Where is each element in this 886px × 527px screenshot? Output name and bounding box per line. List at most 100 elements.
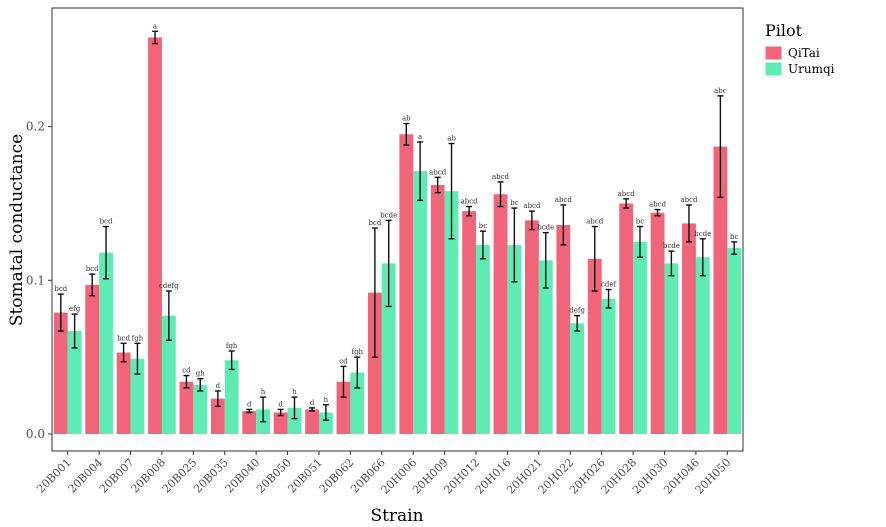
significance-label-urumqi-20h030: bcde [663,242,680,250]
bar-urumqi-20h028 [633,241,647,435]
y-axis-title: Stomatal conductance [7,134,27,326]
bar-qitai-20h021 [525,220,539,434]
significance-label-urumqi-20h016: bc [510,199,518,207]
errorbar-qitai-20b007 [120,342,127,363]
bar-urumqi-20h016 [507,244,522,434]
legend-title: Pilot [765,21,803,40]
errorbar-urumqi-20b051 [322,404,329,421]
significance-label-urumqi-20b051: h [324,396,329,404]
errorbar-urumqi-20h046 [699,238,706,277]
errorbar-qitai-20h016 [497,181,504,208]
significance-label-qitai-20b025: cd [182,367,191,375]
errorbar-urumqi-20b007 [134,342,141,375]
errorbar-urumqi-20h050 [731,241,738,255]
errorbar-urumqi-20h028 [636,225,643,258]
errorbar-urumqi-20h012 [479,230,486,260]
errorbar-qitai-20h026 [591,225,598,292]
bar-urumqi-20h026 [601,298,616,434]
significance-label-qitai-20h012: abcd [461,198,479,206]
errorbar-qitai-20b035 [214,390,221,408]
bar-qitai-20b062 [336,381,351,434]
legend-label-qitai: QiTai [788,46,820,60]
significance-label-urumqi-20h028: bc [636,218,644,226]
errorbar-urumqi-20b025 [197,377,204,392]
significance-label-urumqi-20h046: bcde [694,230,711,238]
errorbar-urumqi-20b050 [291,396,298,420]
errorbar-urumqi-20h026 [605,288,612,309]
errorbar-qitai-20b050 [277,408,284,417]
significance-label-urumqi-20h006: a [418,133,422,141]
significance-label-qitai-20b035: d [216,382,221,390]
significance-label-qitai-20h016: abcd [492,173,510,181]
bar-qitai-20h050 [713,146,728,434]
errorbar-urumqi-20h030 [668,250,675,277]
significance-label-qitai-20b062: cd [339,357,348,365]
errorbar-qitai-20b001 [57,293,64,332]
significance-label-urumqi-20b004: bcd [100,218,113,226]
y-tick-label: 0.1 [26,273,45,287]
bar-urumqi-20b066 [381,263,396,434]
bar-qitai-20h012 [462,211,477,434]
significance-label-qitai-20h022: abcd [555,196,573,204]
bar-urumqi-20h021 [538,260,553,434]
bar-urumqi-20b008 [161,315,176,434]
significance-label-urumqi-20h009: ab [447,135,456,143]
bar-urumqi-20h012 [476,244,490,434]
significance-label-qitai-20b008: a [153,22,157,30]
bar-qitai-20h026 [587,258,602,434]
errorbar-urumqi-20b035 [228,350,235,371]
significance-label-urumqi-20h012: bc [479,222,487,230]
errorbar-urumqi-20b062 [354,356,361,389]
errorbar-qitai-20b025 [183,374,190,389]
bar-qitai-20b035 [210,398,225,434]
significance-label-urumqi-20b050: h [292,388,297,396]
bar-qitai-20h030 [650,212,665,434]
errorbar-qitai-20b051 [309,407,316,412]
bar-urumqi-20b004 [99,252,113,434]
significance-label-qitai-20b001: bcd [54,285,67,293]
errorbar-urumqi-20b004 [103,225,110,280]
significance-label-urumqi-20b066: bcde [380,211,397,219]
bar-qitai-20b066 [367,292,382,434]
significance-label-qitai-20h026: abcd [586,218,604,226]
legend-label-urumqi: Urumqi [788,62,835,76]
errorbar-urumqi-20b008 [165,290,172,341]
legend-swatch-qitai [764,45,783,61]
significance-label-qitai-20b066: bcd [368,219,381,227]
significance-label-qitai-20h030: abcd [649,201,667,209]
errorbar-qitai-20h021 [528,210,535,231]
y-axis: 0.0 0.1 0.2 [26,120,52,441]
bar-urumqi-20h006 [413,171,428,435]
bar-qitai-20b050 [273,412,288,434]
errorbar-urumqi-20b066 [385,219,392,308]
significance-label-qitai-20h021: abcd [523,202,541,210]
bar-urumqi-20h050 [727,248,742,434]
bar-qitai-20h009 [430,185,445,434]
errorbar-qitai-20h022 [560,204,567,246]
errorbar-qitai-20h046 [685,204,692,243]
bar-qitai-20h016 [493,194,508,434]
errorbar-urumqi-20b001 [71,313,78,349]
bar-urumqi-20h009 [444,191,459,434]
significance-label-qitai-20b007: bcd [117,334,130,342]
y-tick-label: 0.2 [26,120,45,134]
bar-qitai-20h022 [556,224,571,434]
significance-label-qitai-20b040: d [247,400,252,408]
errorbars-layer [57,30,738,423]
x-axis: 20B00120B00420B00720B00820B02520B03520B0… [34,451,733,497]
significance-label-qitai-20b004: bcd [86,265,99,273]
x-axis-title: Strain [370,506,423,526]
significance-label-urumqi-20b062: fgh [351,348,363,356]
errorbar-qitai-20h012 [466,205,473,217]
bar-urumqi-20b050 [287,407,302,434]
legend: Pilot QiTai Urumqi [764,21,835,77]
errorbar-qitai-20b008 [152,30,159,45]
bar-qitai-20h028 [619,203,634,434]
significance-label-qitai-20h009: abcd [429,168,447,176]
significance-label-qitai-20b050: d [278,400,283,408]
bar-urumqi-20b001 [67,331,82,434]
significance-label-urumqi-20b035: fgh [226,342,238,350]
bar-urumqi-20b035 [224,360,239,434]
y-tick-label: 0.0 [26,427,45,441]
